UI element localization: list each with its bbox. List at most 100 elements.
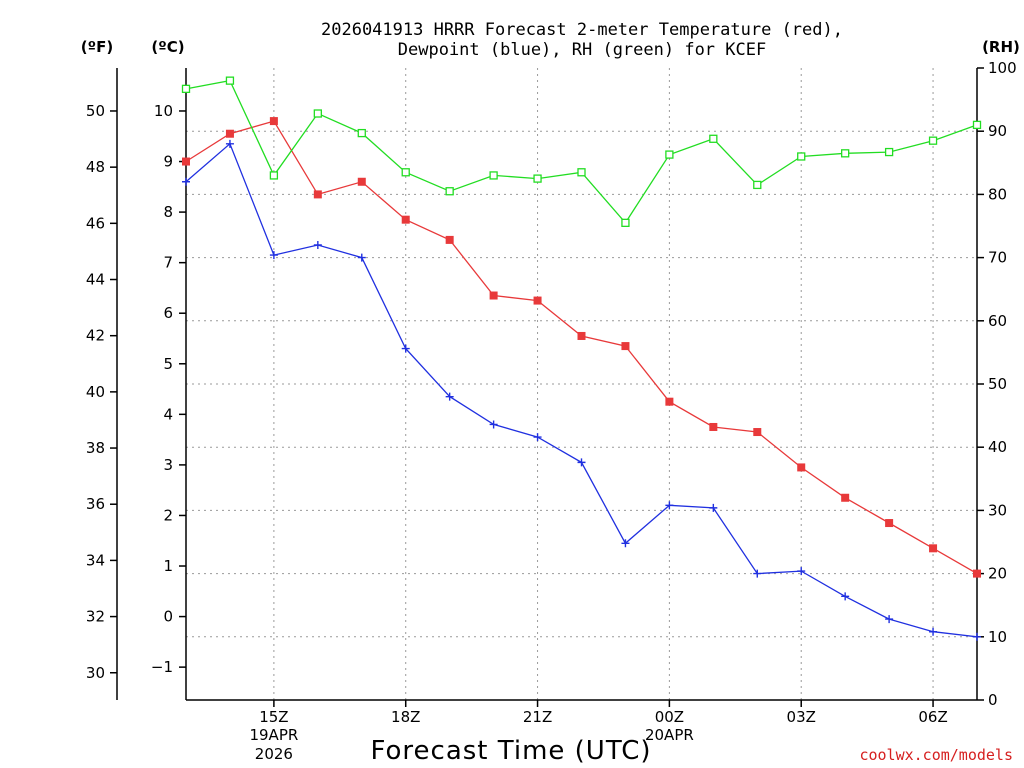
- rh-tick-label: 70: [988, 249, 1007, 267]
- celsius-tick-label: 2: [163, 506, 173, 524]
- rh-point: [577, 168, 586, 177]
- fahrenheit-tick-label: 38: [86, 439, 105, 457]
- rh-point: [225, 76, 235, 85]
- rh-tick-label: 100: [988, 59, 1017, 77]
- celsius-tick-label: 10: [154, 102, 173, 120]
- x-tick-label: 21Z: [523, 708, 552, 726]
- x-axis-title: Forecast Time (UTC): [370, 736, 651, 766]
- rh-point: [445, 187, 454, 196]
- celsius-tick-label: 9: [163, 153, 173, 171]
- fahrenheit-tick-label: 50: [86, 102, 105, 120]
- fahrenheit-tick-label: 30: [86, 664, 105, 682]
- dewpoint-point: [489, 420, 498, 429]
- temperature-point: [357, 177, 366, 186]
- fahrenheit-tick-label: 42: [86, 327, 105, 345]
- fahrenheit-tick-label: 34: [86, 551, 105, 569]
- rh-point: [533, 174, 542, 183]
- dewpoint-point: [885, 615, 894, 624]
- dewpoint-point: [401, 344, 410, 353]
- rh-point: [181, 84, 191, 94]
- rh-point: [401, 168, 410, 177]
- tick-labels: −101234567891030323436384042444648500102…: [86, 59, 1017, 763]
- x-tick-date-label: 19APR: [249, 726, 298, 744]
- rh-point: [621, 218, 630, 227]
- chart-title-line1: 2026041913 HRRR Forecast 2-meter Tempera…: [321, 20, 843, 40]
- credit-text: coolwx.com/models: [859, 746, 1013, 764]
- chart-title-line2: Dewpoint (blue), RH (green) for KCEF: [398, 40, 766, 60]
- fahrenheit-tick-label: 46: [86, 214, 105, 232]
- axes: [110, 67, 984, 707]
- rh-tick-label: 10: [988, 628, 1007, 646]
- celsius-tick-label: 7: [163, 254, 173, 272]
- celsius-tick-label: 4: [163, 405, 173, 423]
- dewpoint-point: [929, 627, 938, 636]
- fahrenheit-tick-label: 32: [86, 608, 105, 626]
- dewpoint-point: [225, 139, 234, 148]
- dewpoint-point: [797, 567, 806, 576]
- celsius-unit-label: (ºC): [151, 38, 184, 56]
- temperature-point: [445, 235, 454, 244]
- rh-tick-label: 50: [988, 375, 1007, 393]
- fahrenheit-tick-label: 40: [86, 383, 105, 401]
- rh-point: [884, 147, 894, 157]
- temperature-point: [841, 493, 850, 502]
- rh-tick-label: 30: [988, 501, 1007, 519]
- rh-unit-label: (RH): [982, 38, 1020, 56]
- dewpoint-point: [841, 592, 850, 601]
- temperature-point: [885, 519, 894, 528]
- dewpoint-point: [973, 632, 981, 641]
- rh-point: [665, 150, 674, 159]
- celsius-tick-label: 3: [163, 456, 173, 474]
- rh-point: [841, 149, 850, 158]
- x-tick-label: 00Z: [655, 708, 684, 726]
- celsius-tick-label: 1: [163, 557, 173, 575]
- temperature-point: [533, 296, 542, 305]
- temperature-point: [929, 544, 938, 553]
- celsius-tick-label: 0: [163, 608, 173, 626]
- rh-tick-label: 60: [988, 312, 1007, 330]
- rh-tick-label: 20: [988, 565, 1007, 583]
- temperature-point: [665, 397, 674, 406]
- x-tick-label: 18Z: [391, 708, 420, 726]
- temperature-point: [401, 215, 410, 224]
- dewpoint-point: [533, 433, 542, 442]
- temperature-point: [225, 129, 234, 138]
- temperature-line: [185, 120, 978, 575]
- series-layer: [181, 76, 982, 641]
- temperature-point: [621, 342, 630, 351]
- dewpoint-point: [577, 458, 586, 467]
- x-tick-date-label: 20APR: [645, 726, 694, 744]
- rh-tick-label: 90: [988, 122, 1007, 140]
- dewpoint-point: [665, 501, 674, 510]
- dewpoint-point: [182, 177, 190, 186]
- dewpoint-point: [621, 539, 630, 548]
- fahrenheit-tick-label: 36: [86, 495, 105, 513]
- dewpoint-line: [185, 142, 978, 638]
- dewpoint-point: [753, 569, 762, 578]
- temperature-point: [973, 569, 981, 578]
- x-tick-label: 06Z: [918, 708, 947, 726]
- rh-point: [928, 136, 938, 145]
- rh-point: [357, 128, 366, 138]
- rh-point: [709, 134, 718, 143]
- temperature-point: [489, 291, 498, 300]
- temperature-point: [182, 157, 190, 166]
- celsius-tick-label: 6: [163, 304, 173, 322]
- celsius-tick-label: −1: [151, 658, 173, 676]
- rh-point: [797, 152, 806, 161]
- rh-point: [313, 109, 322, 118]
- temperature-point: [753, 428, 762, 437]
- dewpoint-point: [357, 253, 366, 262]
- x-tick-label: 03Z: [787, 708, 816, 726]
- rh-tick-label: 40: [988, 438, 1007, 456]
- fahrenheit-tick-label: 48: [86, 158, 105, 176]
- rh-tick-label: 80: [988, 185, 1007, 203]
- celsius-tick-label: 5: [163, 355, 173, 373]
- dewpoint-point: [709, 503, 718, 512]
- temperature-point: [313, 190, 322, 199]
- rh-line: [185, 79, 978, 224]
- fahrenheit-tick-label: 44: [86, 271, 105, 289]
- rh-tick-label: 0: [988, 691, 998, 709]
- temperature-point: [577, 331, 586, 340]
